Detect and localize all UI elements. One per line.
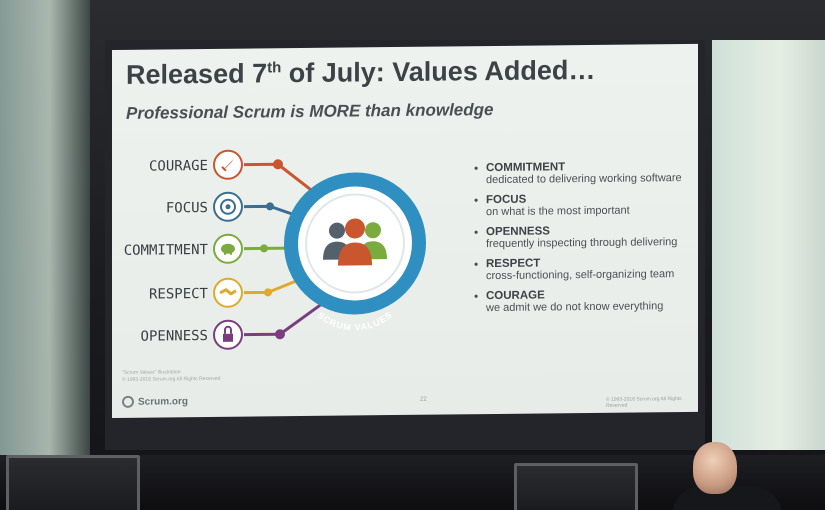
list-item: COMMITMENT dedicated to delivering worki…	[474, 160, 690, 186]
presentation-slide: Released 7th of July: Values Added… Prof…	[112, 43, 698, 419]
list-item: OPENNESS frequently inspecting through d…	[474, 224, 690, 250]
label-focus: FOCUS	[166, 200, 208, 216]
label-openness: OPENNESS	[141, 328, 208, 345]
value-icons	[213, 149, 243, 350]
connector-nodes	[260, 159, 285, 340]
node-focus	[266, 202, 274, 211]
side-projection-screen	[712, 40, 825, 450]
scrum-values-diagram: COURAGE FOCUS COMMITMENT RESPECT OPENNES…	[124, 149, 426, 350]
copyright-text: © 1993-2016 Scrum.org All Rights Reserve…	[606, 396, 682, 409]
value-labels: COURAGE FOCUS COMMITMENT RESPECT OPENNES…	[124, 158, 209, 345]
value-description: cross-functioning, self-organizing team	[486, 268, 675, 283]
list-item: FOCUS on what is the most important	[474, 192, 690, 218]
list-item: COURAGE we admit we do not know everythi…	[474, 288, 690, 314]
target-icon	[213, 191, 243, 222]
padlock-icon	[213, 319, 243, 350]
stage-chair-right	[514, 463, 638, 510]
scrum-values-ring: SCRUM VALUES	[284, 172, 426, 333]
label-respect: RESPECT	[149, 286, 209, 303]
handshake-icon	[213, 277, 243, 308]
left-wall-glow	[0, 0, 90, 510]
node-courage	[273, 159, 283, 170]
footnote-line: © 1993-2016 Scrum.org All Rights Reserve…	[122, 375, 221, 383]
value-description: on what is the most important	[486, 204, 630, 219]
slide-footnote: "Scrum Values" Illustration © 1993-2016 …	[122, 369, 220, 384]
team-people-icon	[323, 218, 387, 266]
list-item: RESPECT cross-functioning, self-organizi…	[474, 256, 690, 283]
value-description: we admit we do not know everything	[486, 300, 664, 315]
rocket-icon	[213, 149, 243, 180]
node-commitment	[260, 244, 268, 253]
piggy-bank-icon	[213, 233, 243, 264]
label-courage: COURAGE	[149, 158, 208, 175]
logo-mark-icon	[122, 395, 134, 408]
page-number: 22	[420, 396, 427, 403]
node-openness	[275, 329, 285, 340]
stage-chair-left	[6, 455, 140, 510]
scrum-org-logo: Scrum.org	[122, 395, 188, 408]
node-respect	[264, 288, 272, 297]
logo-text: Scrum.org	[138, 395, 189, 408]
values-list: COMMITMENT dedicated to delivering worki…	[474, 160, 690, 322]
speaker-head	[693, 442, 737, 494]
value-description: dedicated to delivering working software	[486, 172, 682, 187]
label-commitment: COMMITMENT	[124, 242, 209, 259]
value-description: frequently inspecting through delivering	[486, 236, 678, 251]
